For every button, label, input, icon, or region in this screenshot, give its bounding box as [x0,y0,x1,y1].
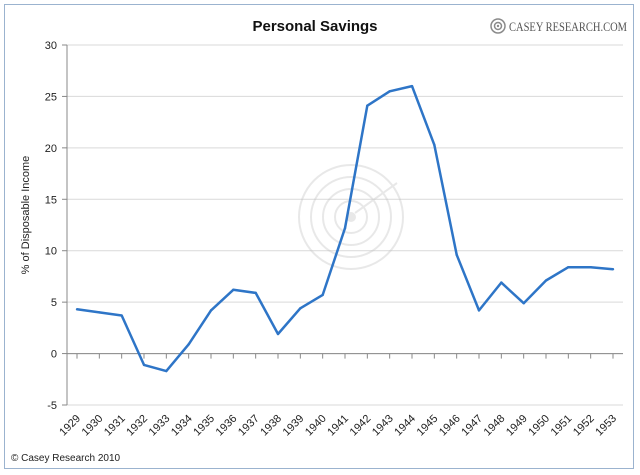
x-tick-label: 1937 [236,413,262,439]
data-point [410,84,414,88]
data-point [75,308,79,311]
data-point [366,104,369,107]
y-tick-label: 5 [51,297,57,309]
data-point [500,281,503,284]
y-tick-label: -5 [47,400,57,412]
brand-name: CASEY RESEARCH.COM [509,19,627,34]
x-tick-label: 1941 [325,413,351,439]
x-tick-label: 1943 [370,413,396,439]
data-point [165,369,168,373]
x-tick-label: 1948 [482,413,508,439]
data-point [299,307,302,310]
data-point [343,226,347,230]
data-point [455,253,458,257]
y-tick-label: 15 [45,194,57,206]
x-tick-label: 1952 [571,413,597,439]
x-tick-labels: 1929193019311932193319341935193619371938… [57,413,619,439]
casey-research-target-logo-icon [490,18,506,34]
x-tick-label: 1945 [415,413,441,439]
data-point [433,143,436,146]
data-point [611,268,615,271]
x-tick-label: 1940 [303,413,329,439]
data-point [142,363,146,367]
data-point [209,309,213,312]
x-tick-label: 1936 [214,413,240,439]
y-tick-label: 25 [45,91,57,103]
target-watermark-icon [298,164,404,270]
data-point [388,90,391,93]
x-tick-label: 1951 [549,413,575,439]
y-tick-labels: -5 0 5 10 15 20 25 30 [45,40,57,412]
x-tick-label: 1953 [593,413,619,439]
series-layer [75,84,615,373]
x-tick-label: 1939 [281,413,307,439]
y-tick-label: 30 [45,40,57,52]
data-point [187,343,190,346]
x-tick-label: 1934 [169,413,195,439]
y-tick-label: 10 [45,246,57,258]
chart-title: Personal Savings [252,18,377,35]
x-tick-label: 1946 [437,413,463,439]
y-tick-label: 0 [51,349,57,361]
data-point [232,288,235,291]
data-point [522,301,525,305]
x-tick-label: 1932 [124,413,150,439]
brand-logo: CASEY RESEARCH.COM [490,18,627,34]
x-tick-label: 1930 [80,413,106,439]
x-tick-label: 1929 [57,413,83,439]
x-tick-label: 1938 [258,413,284,439]
x-tick-label: 1933 [147,413,173,439]
data-point [477,309,481,312]
x-tick-label: 1944 [392,413,418,439]
data-point [321,293,324,297]
data-point [544,279,548,282]
data-point [98,311,101,314]
x-tick-label: 1942 [348,413,374,439]
x-tick-label: 1949 [504,413,530,439]
x-tick-label: 1947 [459,413,485,439]
data-point [567,265,570,269]
x-tick-label: 1935 [191,413,217,439]
y-axis-label: % of Disposable Income [20,156,32,275]
axes [62,44,623,406]
data-point [120,314,123,317]
x-tick-label: 1931 [102,413,128,439]
data-point [276,332,280,336]
y-tick-label: 20 [45,143,57,155]
copyright: © Casey Research 2010 [11,453,121,464]
chart-frame: -5 0 5 10 15 20 25 30 1929 1930 1931 1932 1933 1934 1… [4,4,634,469]
data-point [589,265,592,269]
x-tick-label: 1950 [526,413,552,439]
data-point [254,291,257,295]
